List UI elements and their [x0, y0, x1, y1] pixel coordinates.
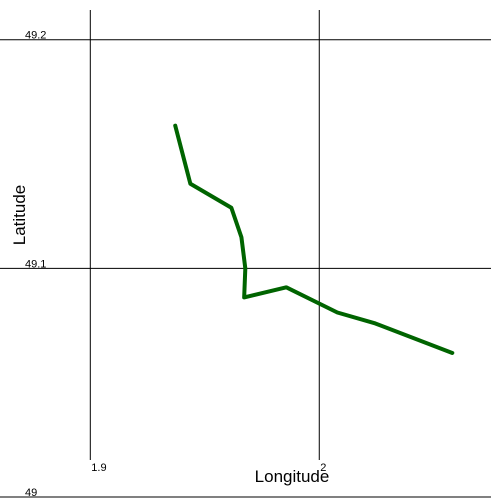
y-tick-label: 49.2	[25, 30, 46, 42]
y-tick-label: 49.1	[25, 258, 46, 270]
x-axis-title: Longitude	[255, 467, 330, 486]
y-tick-label: 49	[25, 487, 37, 499]
y-axis-title: Latitude	[10, 185, 29, 246]
x-tick-label: 2	[320, 462, 326, 474]
x-tick-label: 1.9	[91, 462, 106, 474]
data-line	[173, 123, 455, 355]
